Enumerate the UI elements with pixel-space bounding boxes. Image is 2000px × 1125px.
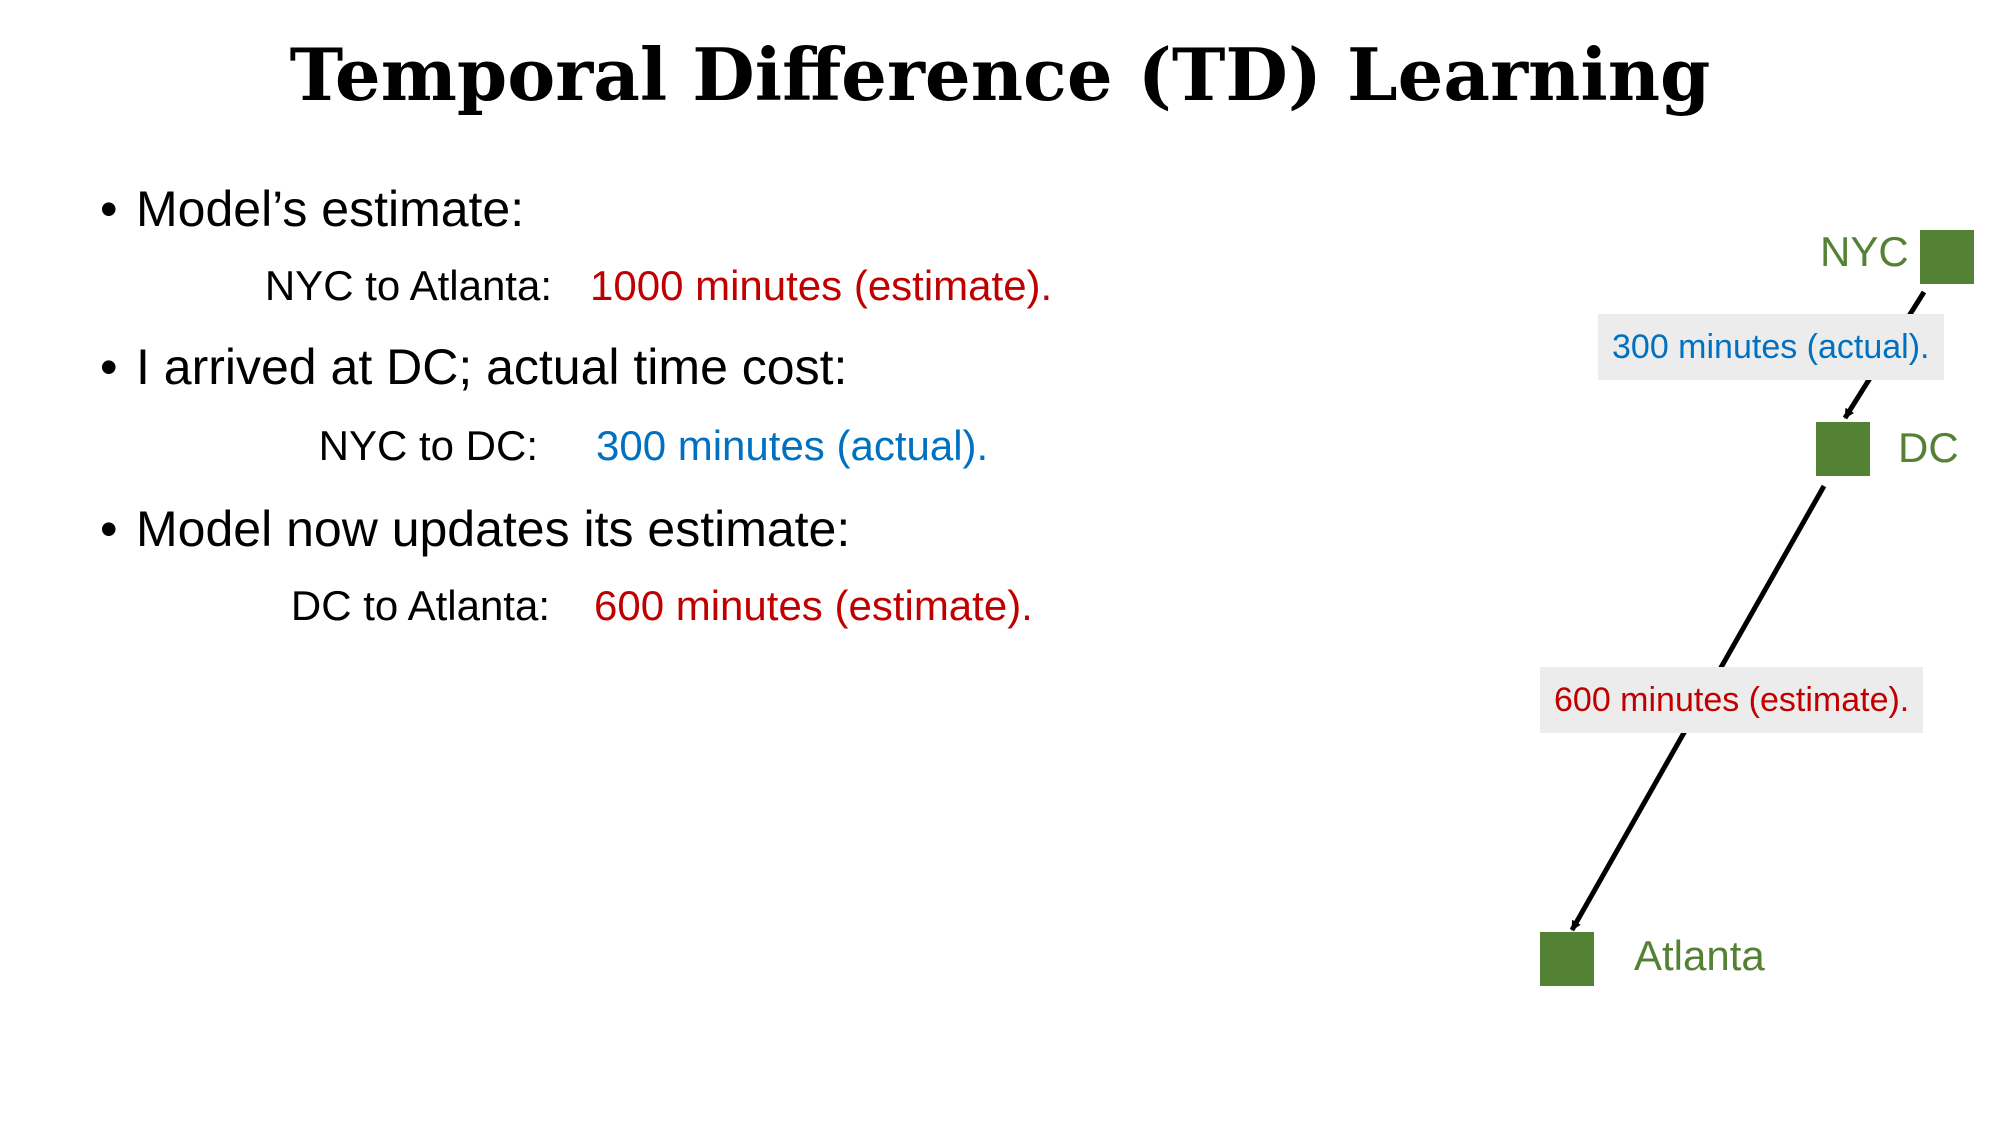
node-label-atlanta: Atlanta [1634, 932, 1765, 979]
node-atlanta [1540, 932, 1594, 986]
slide-title: Temporal Difference (TD) Learning [289, 32, 1711, 117]
node-nyc [1920, 230, 1974, 284]
sub-value-actual: 300 minutes (actual). [596, 422, 989, 469]
sub-value-estimate-updated: 600 minutes (estimate). [594, 582, 1033, 629]
bullet-dot-icon: • [100, 339, 118, 395]
bullet-dot-icon: • [100, 501, 118, 557]
edge-label-nyc-dc: 300 minutes (actual). [1598, 314, 1944, 380]
sub-label: NYC to Atlanta: [264, 262, 552, 309]
edge-label-dc-atlanta: 600 minutes (estimate). [1540, 667, 1924, 733]
node-dc [1816, 422, 1870, 476]
sub-label: DC to Atlanta: [290, 582, 550, 629]
sub-value-estimate: 1000 minutes (estimate). [590, 262, 1053, 309]
bullet-text: Model’s estimate: [136, 181, 525, 237]
node-label-nyc: NYC [1820, 228, 1909, 275]
bullet-arrived-dc: • I arrived at DC; actual time cost: [100, 338, 847, 396]
sub-label: NYC to DC: [318, 422, 538, 469]
bullet-model-updates: • Model now updates its estimate: [100, 500, 850, 558]
bullet-text: Model now updates its estimate: [136, 501, 851, 557]
bullet-text: I arrived at DC; actual time cost: [136, 339, 848, 395]
node-label-dc: DC [1898, 424, 1959, 471]
bullet-dot-icon: • [100, 181, 118, 237]
bullet-models-estimate: • Model’s estimate: [100, 180, 524, 238]
